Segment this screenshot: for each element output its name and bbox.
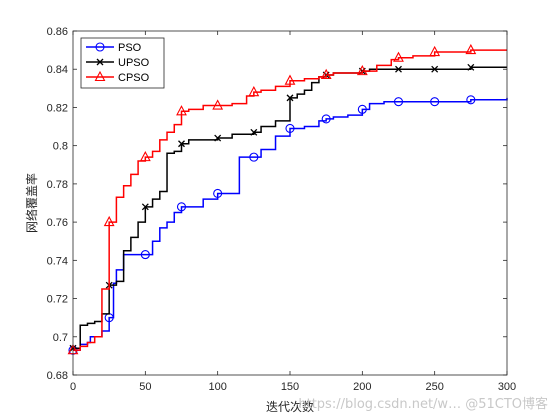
data-point-cpso bbox=[248, 85, 260, 97]
series-line-pso bbox=[73, 97, 508, 351]
x-tick-label: 200 bbox=[353, 381, 371, 393]
y-tick-label: 0.72 bbox=[47, 294, 68, 306]
x-tick-label: 0 bbox=[70, 381, 76, 393]
data-point-upso bbox=[467, 63, 475, 71]
legend-label: CPSO bbox=[118, 72, 150, 84]
x-tick-label: 300 bbox=[498, 381, 516, 393]
y-tick-label: 0.84 bbox=[47, 64, 68, 76]
data-point-upso bbox=[431, 65, 439, 73]
data-point-pso bbox=[176, 202, 187, 212]
data-point-pso bbox=[285, 123, 295, 134]
data-point-pso bbox=[249, 152, 259, 162]
data-point-cpso bbox=[103, 215, 115, 227]
data-point-cpso bbox=[139, 150, 151, 162]
x-tick-label: 150 bbox=[281, 381, 299, 393]
legend-label: PSO bbox=[118, 42, 142, 54]
data-point-pso bbox=[140, 250, 150, 260]
x-tick-label: 100 bbox=[208, 381, 226, 393]
data-point-cpso bbox=[465, 43, 477, 55]
series-pso bbox=[68, 95, 508, 355]
y-tick-label: 0.76 bbox=[47, 217, 68, 229]
y-tick-label: 0.82 bbox=[47, 102, 68, 114]
y-tick-label: 0.7 bbox=[53, 332, 68, 344]
data-point-pso bbox=[466, 95, 476, 105]
x-axis-title: 迭代次数 bbox=[266, 399, 314, 414]
series-layer bbox=[67, 43, 508, 355]
data-point-upso bbox=[214, 134, 222, 142]
y-tick-label: 0.86 bbox=[47, 26, 68, 38]
data-point-upso bbox=[250, 128, 258, 136]
data-point-cpso bbox=[356, 64, 368, 76]
data-point-cpso bbox=[212, 99, 224, 110]
data-point-pso bbox=[393, 97, 404, 107]
data-point-cpso bbox=[429, 45, 441, 57]
legend-entry-upso: UPSO bbox=[86, 57, 150, 69]
legend-entry-cpso: CPSO bbox=[86, 70, 150, 84]
series-line-cpso bbox=[73, 49, 507, 351]
legend-marker-cpso bbox=[94, 70, 106, 82]
x-axis-ticks: 0 50 100 150 200 250 300 bbox=[70, 31, 516, 393]
legend-entry-pso: PSO bbox=[86, 42, 142, 54]
data-point-upso bbox=[286, 94, 294, 102]
data-point-upso bbox=[395, 65, 402, 73]
y-tick-label: 0.68 bbox=[47, 370, 68, 382]
data-point-cpso bbox=[393, 51, 404, 62]
legend-marker-upso bbox=[96, 58, 104, 66]
x-tick-label: 250 bbox=[425, 381, 443, 393]
y-tick-label: 0.78 bbox=[47, 179, 68, 191]
x-tick-label: 50 bbox=[139, 381, 151, 393]
data-point-upso bbox=[178, 140, 185, 148]
legend-label: UPSO bbox=[118, 57, 150, 69]
watermark: https://blog.csdn.net/w… @51CTO博客 bbox=[298, 396, 548, 412]
data-point-cpso bbox=[284, 74, 296, 85]
y-tick-label: 0.74 bbox=[47, 255, 68, 267]
data-point-cpso bbox=[320, 68, 332, 80]
y-tick-label: 0.8 bbox=[53, 141, 68, 153]
data-point-pso bbox=[357, 104, 367, 114]
data-point-upso bbox=[141, 203, 149, 211]
data-point-cpso bbox=[176, 105, 187, 116]
data-point-pso bbox=[430, 97, 440, 107]
y-axis-ticks: 0.68 0.7 0.72 0.74 0.76 0.78 0.8 0.82 0.84 0.86 bbox=[47, 26, 507, 382]
legend-marker-pso bbox=[95, 42, 105, 52]
y-axis-title: 网络覆盖率 bbox=[24, 173, 39, 233]
data-point-pso bbox=[213, 188, 223, 198]
data-point-pso bbox=[321, 114, 331, 124]
legend: PSO UPSO CPSO bbox=[80, 37, 165, 89]
